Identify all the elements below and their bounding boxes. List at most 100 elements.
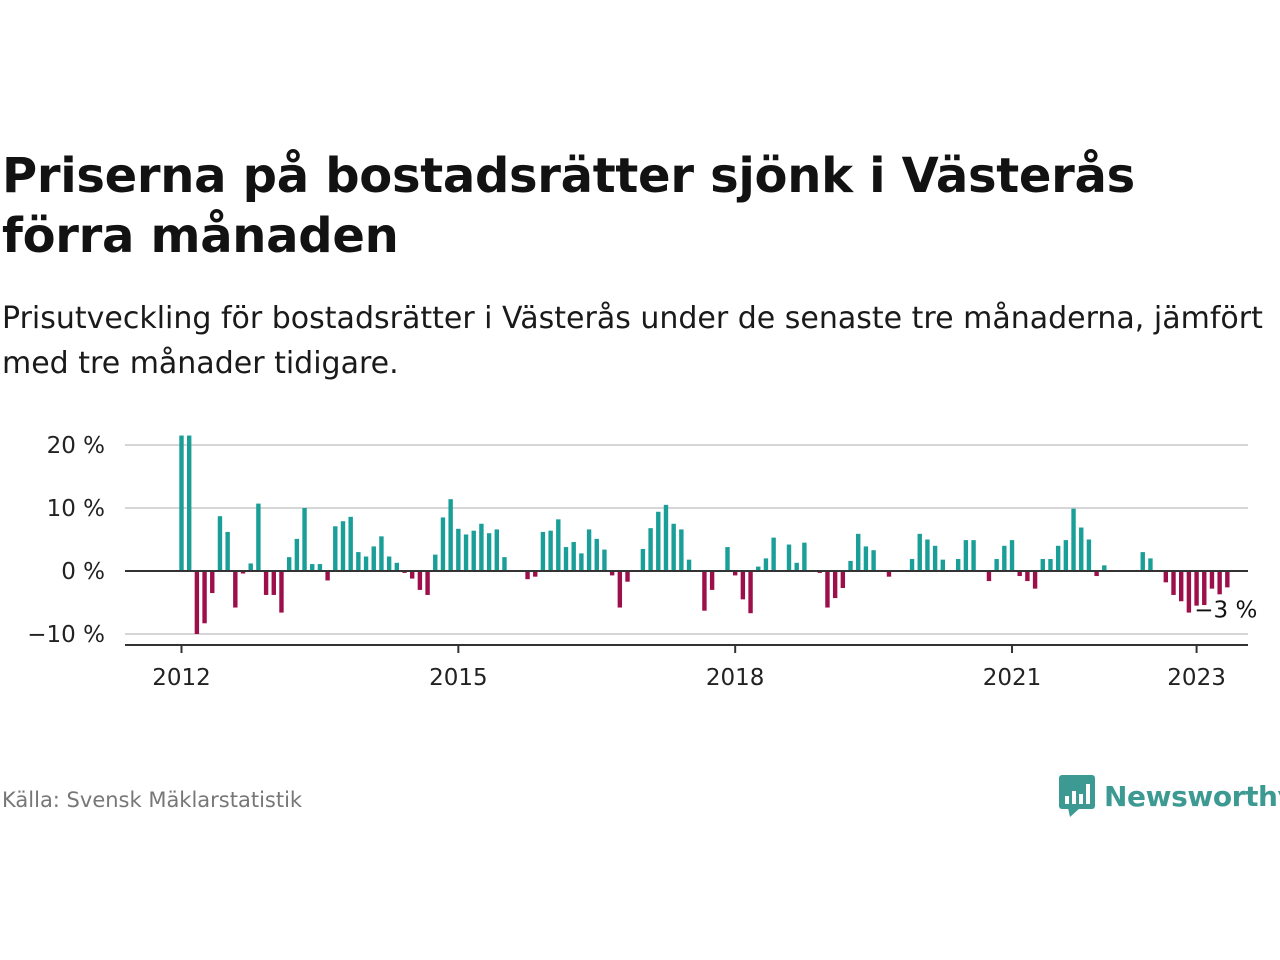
y-tick-label: 0 %	[61, 559, 105, 585]
bar	[955, 559, 961, 571]
labels: 20 % 10 % 0 % −10 % 2012 2015 2018 2021 2023 −3 %	[27, 433, 1257, 691]
bar	[394, 562, 400, 571]
bar	[940, 559, 946, 571]
bar	[771, 537, 776, 571]
bar	[740, 571, 746, 600]
bar	[202, 571, 207, 624]
y-tick-label: −10 %	[27, 622, 105, 648]
bar	[525, 571, 530, 580]
bar	[271, 571, 276, 595]
bar	[225, 531, 230, 571]
bar	[986, 571, 992, 582]
bar	[233, 571, 238, 608]
bar	[732, 571, 738, 576]
source-note: Källa: Svensk Mäklarstatistik	[2, 788, 303, 812]
bar	[563, 547, 569, 571]
bar	[417, 571, 423, 590]
bar	[1217, 571, 1222, 595]
bar	[325, 571, 330, 581]
bar	[1025, 571, 1030, 582]
bar	[494, 529, 499, 571]
x-tick-label: 2015	[429, 665, 488, 691]
bar	[609, 571, 615, 576]
bar	[317, 564, 323, 571]
bar	[909, 559, 915, 571]
bar	[286, 557, 292, 571]
bar	[425, 571, 430, 595]
bar	[702, 571, 707, 611]
bar	[179, 435, 184, 571]
bar	[471, 530, 476, 571]
bar	[1179, 571, 1184, 602]
gridlines	[125, 444, 1248, 635]
bar	[463, 534, 469, 571]
bar	[971, 540, 976, 571]
bar	[556, 519, 561, 571]
bar	[1032, 571, 1038, 589]
bar	[663, 504, 669, 571]
bar	[686, 559, 692, 571]
axes	[125, 570, 1248, 653]
bar	[932, 545, 938, 571]
bar	[217, 516, 223, 571]
bar	[540, 531, 546, 571]
bar	[586, 529, 592, 571]
bar	[1079, 527, 1084, 571]
newsworthy-logo[interactable]: Newsworthy	[1058, 772, 1280, 820]
chart-title: Priserna på bostadsrätter sjönk i Väster…	[2, 148, 1135, 264]
x-tick-label: 2018	[706, 665, 765, 691]
bar	[502, 557, 507, 571]
bar	[571, 542, 576, 571]
bar	[1140, 552, 1145, 571]
bar	[1094, 571, 1099, 577]
bar	[763, 558, 769, 571]
bar	[648, 528, 653, 571]
bar	[1040, 559, 1045, 571]
bars	[179, 435, 1230, 634]
bar	[802, 542, 807, 571]
bar	[379, 536, 384, 571]
bar	[340, 521, 346, 571]
bar	[1171, 571, 1176, 595]
bar	[579, 553, 584, 571]
brand-name: Newsworthy	[1104, 779, 1280, 813]
bar	[548, 530, 553, 571]
bar	[656, 511, 661, 571]
bar	[448, 499, 453, 571]
bar	[363, 556, 369, 571]
bar	[1194, 571, 1199, 606]
bar	[725, 547, 730, 571]
bar	[1202, 571, 1207, 606]
bar	[625, 571, 630, 582]
x-tick-label: 2021	[983, 665, 1042, 691]
bar	[1209, 571, 1215, 589]
bar	[256, 503, 261, 571]
bar	[925, 539, 930, 571]
bar	[1063, 540, 1069, 571]
bar	[617, 571, 623, 608]
bar	[756, 566, 761, 571]
bar	[786, 544, 792, 571]
bar	[1086, 539, 1092, 571]
bar	[533, 571, 538, 577]
bar	[994, 559, 999, 571]
bar	[1163, 571, 1169, 583]
bar	[433, 554, 438, 571]
bar	[356, 552, 361, 571]
bar	[640, 548, 646, 571]
bar	[410, 571, 415, 579]
bar	[302, 508, 307, 571]
bar	[1002, 545, 1007, 571]
bar	[671, 523, 676, 571]
bar	[310, 564, 315, 571]
bar	[863, 546, 869, 571]
bar	[479, 523, 484, 571]
bar	[348, 516, 353, 571]
y-tick-label: 10 %	[47, 496, 105, 522]
bar	[832, 571, 838, 599]
bar	[210, 571, 215, 594]
bar	[794, 562, 799, 571]
bar-chart: 20 % 10 % 0 % −10 % 2012 2015 2018 2021 2023 −3 %	[27, 433, 1257, 691]
bar	[486, 533, 492, 571]
bar	[1017, 571, 1022, 577]
